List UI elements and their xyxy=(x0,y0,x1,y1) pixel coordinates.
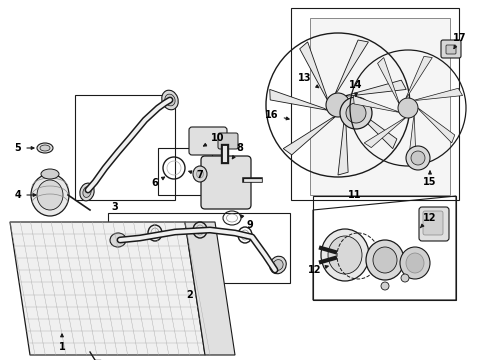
Bar xyxy=(108,213,290,283)
Ellipse shape xyxy=(340,97,372,129)
FancyBboxPatch shape xyxy=(201,156,251,209)
FancyBboxPatch shape xyxy=(441,40,461,58)
Ellipse shape xyxy=(162,90,178,110)
Ellipse shape xyxy=(110,233,126,247)
Bar xyxy=(158,148,212,195)
Text: 6: 6 xyxy=(151,177,165,188)
Text: 7: 7 xyxy=(189,170,203,180)
Polygon shape xyxy=(335,40,368,93)
Text: 9: 9 xyxy=(241,215,253,230)
Text: 13: 13 xyxy=(298,73,318,88)
Ellipse shape xyxy=(273,260,283,270)
Ellipse shape xyxy=(400,247,430,279)
Ellipse shape xyxy=(406,146,430,170)
Polygon shape xyxy=(418,108,455,143)
Text: 12: 12 xyxy=(420,213,437,228)
Ellipse shape xyxy=(366,240,404,280)
Ellipse shape xyxy=(193,166,207,182)
Text: 16: 16 xyxy=(265,110,289,120)
Polygon shape xyxy=(408,116,416,164)
Text: 2: 2 xyxy=(187,290,194,300)
Ellipse shape xyxy=(31,174,69,216)
Ellipse shape xyxy=(321,229,369,281)
Ellipse shape xyxy=(411,151,425,165)
Polygon shape xyxy=(310,18,450,195)
Polygon shape xyxy=(378,58,399,104)
Polygon shape xyxy=(10,222,205,355)
Text: 4: 4 xyxy=(15,190,36,200)
Ellipse shape xyxy=(270,256,286,274)
Polygon shape xyxy=(300,42,327,100)
Polygon shape xyxy=(353,95,399,112)
Text: 3: 3 xyxy=(112,202,119,212)
Ellipse shape xyxy=(196,170,203,178)
Ellipse shape xyxy=(373,247,397,273)
Polygon shape xyxy=(406,57,432,98)
Text: 14: 14 xyxy=(349,80,363,96)
Text: 10: 10 xyxy=(203,133,225,146)
Ellipse shape xyxy=(41,169,59,179)
Polygon shape xyxy=(185,222,235,355)
Circle shape xyxy=(398,98,418,118)
Polygon shape xyxy=(338,114,348,175)
Ellipse shape xyxy=(328,236,362,274)
Polygon shape xyxy=(345,80,406,96)
Circle shape xyxy=(401,274,409,282)
Polygon shape xyxy=(283,117,335,155)
FancyBboxPatch shape xyxy=(189,127,227,155)
Ellipse shape xyxy=(40,145,50,151)
FancyBboxPatch shape xyxy=(423,211,443,235)
Text: 15: 15 xyxy=(423,171,437,187)
Text: 11: 11 xyxy=(348,190,362,200)
Text: 12: 12 xyxy=(308,265,328,275)
Ellipse shape xyxy=(37,143,53,153)
Polygon shape xyxy=(350,105,397,149)
Ellipse shape xyxy=(83,186,91,197)
Ellipse shape xyxy=(406,253,424,273)
Bar xyxy=(75,95,175,200)
Bar xyxy=(313,196,456,300)
Circle shape xyxy=(381,282,389,290)
Circle shape xyxy=(326,93,350,117)
Ellipse shape xyxy=(80,183,94,201)
Text: 8: 8 xyxy=(232,143,244,159)
Ellipse shape xyxy=(37,180,63,210)
Polygon shape xyxy=(364,118,406,148)
Polygon shape xyxy=(414,88,463,100)
FancyBboxPatch shape xyxy=(419,207,449,241)
Text: 1: 1 xyxy=(59,334,65,352)
Ellipse shape xyxy=(165,94,175,106)
FancyBboxPatch shape xyxy=(446,45,456,54)
Ellipse shape xyxy=(346,103,366,123)
Bar xyxy=(291,8,459,200)
Text: 5: 5 xyxy=(15,143,34,153)
Text: 17: 17 xyxy=(453,33,467,49)
Polygon shape xyxy=(270,89,327,110)
FancyBboxPatch shape xyxy=(218,133,238,149)
